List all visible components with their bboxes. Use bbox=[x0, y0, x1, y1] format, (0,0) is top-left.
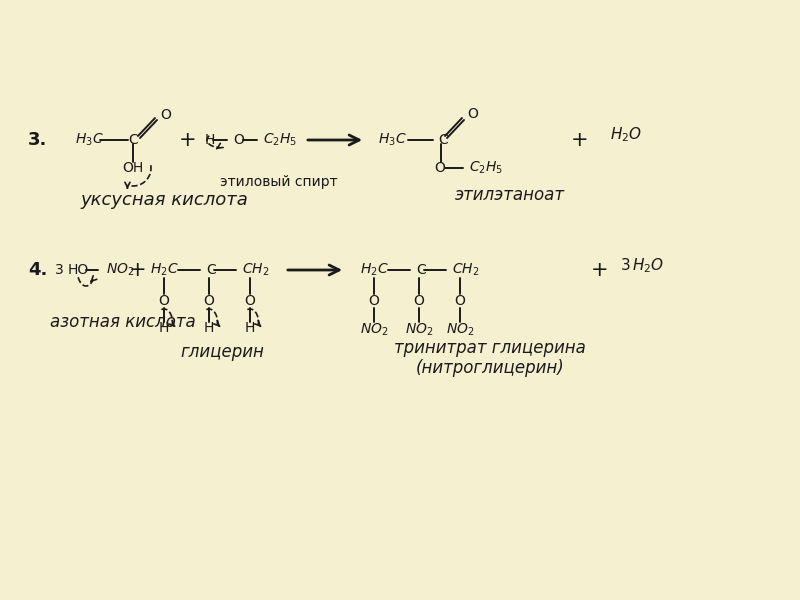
Text: H: H bbox=[205, 133, 215, 147]
Text: +: + bbox=[129, 260, 147, 280]
Text: O: O bbox=[233, 133, 244, 147]
Text: O: O bbox=[454, 294, 466, 308]
Text: C: C bbox=[438, 133, 448, 147]
Text: O: O bbox=[467, 107, 478, 121]
Text: тринитрат глицерина
(нитроглицерин): тринитрат глицерина (нитроглицерин) bbox=[394, 338, 586, 377]
Text: $CH_2$: $CH_2$ bbox=[242, 262, 270, 278]
Text: $H_2O$: $H_2O$ bbox=[610, 125, 642, 145]
Text: H: H bbox=[204, 321, 214, 335]
Text: +: + bbox=[591, 260, 609, 280]
Text: C: C bbox=[416, 263, 426, 277]
Text: $H_2C$: $H_2C$ bbox=[150, 262, 178, 278]
Text: 3: 3 bbox=[55, 263, 64, 277]
Text: $CH_2$: $CH_2$ bbox=[452, 262, 479, 278]
Text: уксусная кислота: уксусная кислота bbox=[80, 191, 248, 209]
Text: +: + bbox=[571, 130, 589, 150]
Text: азотная кислота: азотная кислота bbox=[50, 313, 196, 331]
Text: 3.: 3. bbox=[28, 131, 47, 149]
Text: +: + bbox=[179, 130, 197, 150]
Text: O: O bbox=[434, 161, 445, 175]
Text: O: O bbox=[158, 294, 170, 308]
Text: C: C bbox=[128, 133, 138, 147]
Text: O: O bbox=[203, 294, 214, 308]
Text: этилэтаноат: этилэтаноат bbox=[455, 186, 565, 204]
Text: OH: OH bbox=[122, 161, 144, 175]
Text: 4.: 4. bbox=[28, 261, 47, 279]
Text: $C_2H_5$: $C_2H_5$ bbox=[469, 160, 503, 176]
Text: O: O bbox=[245, 294, 255, 308]
Text: O: O bbox=[414, 294, 425, 308]
Text: H: H bbox=[245, 321, 255, 335]
Text: глицерин: глицерин bbox=[180, 343, 264, 361]
Text: $H_2C$: $H_2C$ bbox=[360, 262, 389, 278]
Text: $NO_2$: $NO_2$ bbox=[106, 262, 134, 278]
Text: O: O bbox=[160, 108, 171, 122]
Text: этиловый спирт: этиловый спирт bbox=[220, 175, 338, 189]
Text: HO: HO bbox=[68, 263, 90, 277]
Text: $H_3C$: $H_3C$ bbox=[378, 132, 406, 148]
Text: $3\,H_2O$: $3\,H_2O$ bbox=[620, 257, 664, 275]
Text: $NO_2$: $NO_2$ bbox=[446, 322, 474, 338]
Text: $NO_2$: $NO_2$ bbox=[405, 322, 434, 338]
Text: $NO_2$: $NO_2$ bbox=[360, 322, 388, 338]
Text: H: H bbox=[159, 321, 169, 335]
Text: O: O bbox=[369, 294, 379, 308]
Text: C: C bbox=[206, 263, 216, 277]
Text: $H_3C$: $H_3C$ bbox=[75, 132, 104, 148]
Text: $C_2H_5$: $C_2H_5$ bbox=[263, 132, 297, 148]
